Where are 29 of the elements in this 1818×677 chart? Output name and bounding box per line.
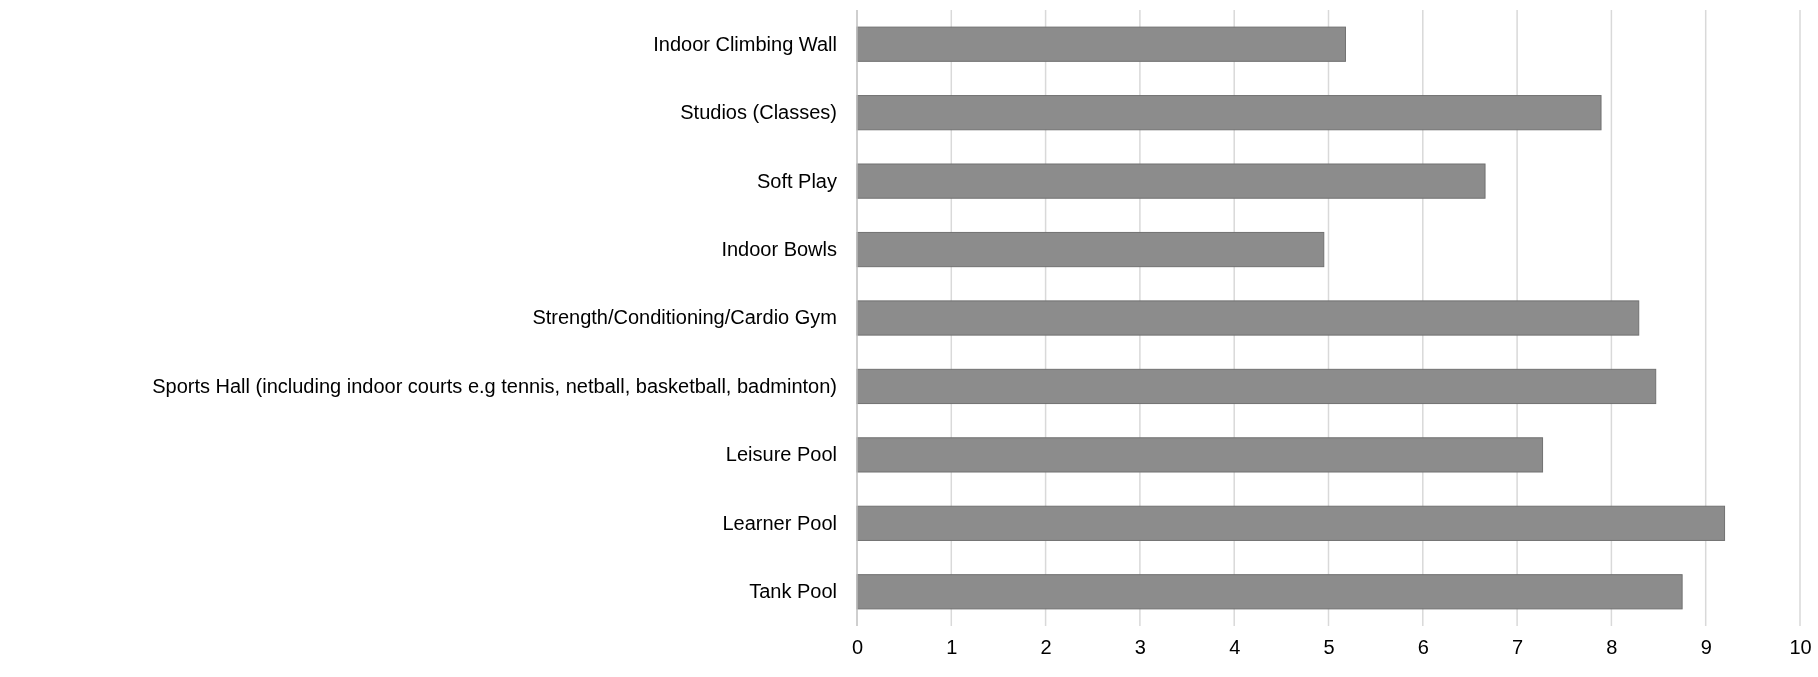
bar	[856, 300, 1640, 336]
y-tick-label: Learner Pool	[722, 511, 837, 534]
y-tick-label: Soft Play	[756, 169, 837, 192]
x-tick-label: 8	[1606, 636, 1618, 659]
bar	[856, 95, 1602, 131]
bar	[856, 368, 1657, 405]
x-tick-label: 2	[1040, 636, 1052, 659]
bar	[856, 26, 1346, 62]
x-tick-label: 9	[1700, 636, 1712, 659]
x-tick-label: 5	[1323, 636, 1335, 659]
bar	[856, 574, 1683, 610]
x-tick-label: 3	[1134, 636, 1146, 659]
bar	[856, 163, 1486, 199]
bar	[856, 437, 1544, 473]
y-tick-label: Indoor Climbing Wall	[653, 32, 837, 55]
x-tick-label: 1	[946, 636, 958, 659]
bar	[856, 505, 1726, 541]
y-tick-label: Studios (Classes)	[680, 101, 837, 124]
y-tick-label: Strength/Conditioning/Cardio Gym	[532, 306, 837, 329]
y-tick-label: Sports Hall (including indoor courts e.g tennis, netball, basketball, badminton)	[152, 374, 837, 397]
x-tick-label: 7	[1512, 636, 1524, 659]
x-tick-label: 0	[851, 636, 864, 659]
y-tick-label: Tank Pool	[749, 580, 837, 603]
x-tick-label: 4	[1229, 636, 1241, 659]
x-tick-label: 10	[1789, 636, 1812, 659]
bar	[856, 231, 1325, 268]
y-tick-label: Indoor Bowls	[721, 237, 837, 260]
x-tick-label: 6	[1417, 636, 1429, 659]
y-tick-label: Leisure Pool	[725, 443, 837, 466]
